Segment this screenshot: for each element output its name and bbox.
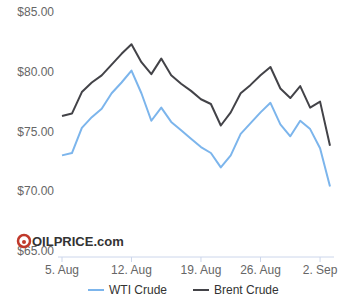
x-axis — [58, 257, 334, 258]
watermark: OILPRICE.com — [32, 234, 124, 249]
chart: $65.00$70.00$75.00$80.00$85.005. Aug12. … — [0, 0, 341, 300]
y-tick-label: $75.00 — [17, 125, 54, 139]
logo-icon — [22, 240, 26, 244]
legend-swatch — [193, 289, 209, 291]
y-tick-label: $80.00 — [17, 65, 54, 79]
y-tick-label: $85.00 — [17, 5, 54, 19]
x-tick-label: 5. Aug — [45, 263, 79, 277]
series-line — [62, 71, 330, 187]
x-tick-label: 2. Sep — [303, 263, 338, 277]
legend-label: Brent Crude — [214, 283, 279, 297]
x-tick — [320, 257, 321, 262]
legend-label: WTI Crude — [109, 283, 167, 297]
plot-area — [62, 44, 330, 186]
y-tick-label: $70.00 — [17, 184, 54, 198]
series-line — [62, 44, 330, 146]
x-tick-label: 26. Aug — [240, 263, 281, 277]
x-tick — [200, 257, 201, 262]
x-tick-label: 19. Aug — [181, 263, 222, 277]
x-tick-label: 12. Aug — [111, 263, 152, 277]
x-tick — [131, 257, 132, 262]
x-tick — [260, 257, 261, 262]
legend: WTI Crude Brent Crude — [88, 283, 279, 297]
x-tick — [62, 257, 63, 262]
legend-swatch — [88, 289, 104, 291]
logo-icon — [18, 235, 30, 247]
